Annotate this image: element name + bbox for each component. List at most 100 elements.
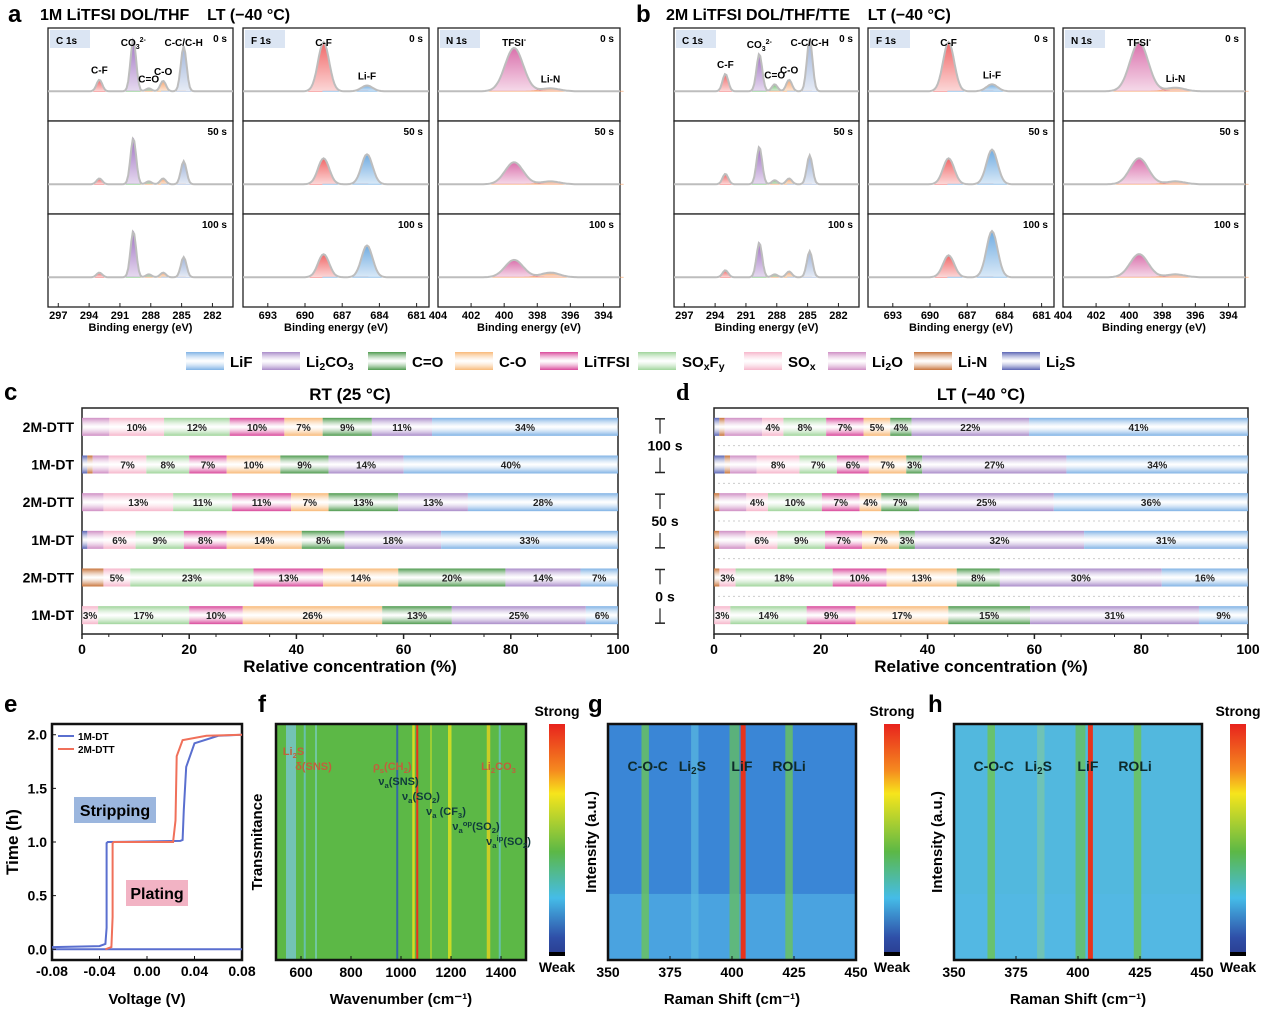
- row-label: 2M-DTT: [23, 570, 75, 586]
- bar-segment-soxfy: [130, 568, 254, 587]
- bar-segment-soxfy: [164, 417, 230, 436]
- colorbar-top-label: Strong: [1215, 703, 1260, 719]
- bar-row: 7% 8% 7% 10% 9% 14% 40%: [82, 455, 618, 474]
- bar-value-label: 6%: [846, 461, 861, 472]
- xps-peak-label: CO32-: [747, 39, 773, 53]
- bar-segment-c-o: [291, 493, 329, 512]
- xps-region-label: C 1s: [682, 36, 704, 47]
- bar-segment-li2co3: [914, 530, 1085, 549]
- xps-time-label: 0 s: [409, 34, 423, 45]
- x-tick-label: 690: [921, 310, 939, 322]
- bar-segment-litfsi: [189, 606, 243, 625]
- band-annotation: Li2S: [283, 746, 304, 760]
- band-label: Li2S: [1025, 758, 1052, 777]
- chart-title: LT (−40 °C): [937, 385, 1025, 404]
- xps-time-label: 50 s: [208, 127, 228, 138]
- xps-time-label: 0 s: [1225, 34, 1239, 45]
- band-label: LiF: [1077, 758, 1098, 774]
- bar-value-label: 41%: [1129, 423, 1149, 434]
- time-group-label: 100 s: [647, 438, 682, 454]
- band-annotation: Li2CO3: [481, 761, 516, 775]
- bar-segment-li2co3: [371, 417, 433, 436]
- bar-segment-lif: [1053, 493, 1248, 512]
- bar-segment-c=o: [382, 606, 452, 625]
- heatmap-band: [486, 724, 491, 960]
- xps-envelope: [438, 46, 620, 93]
- bar-segment-litfsi: [825, 530, 863, 549]
- panel-letter-c: c: [4, 379, 17, 406]
- bar-segment-sox: [719, 568, 736, 587]
- colorbar-end: [1230, 952, 1246, 956]
- bar-segment-litfsi: [229, 417, 285, 436]
- time-group-label: 50 s: [651, 513, 678, 529]
- x-tick-label: 282: [829, 310, 847, 322]
- band-annotation: νaop(SO2): [452, 819, 500, 835]
- panel-letter-h: h: [928, 691, 943, 718]
- x-axis-label: Relative concentration (%): [243, 657, 457, 676]
- xps-time-label: 0 s: [1034, 34, 1048, 45]
- band-annotation: νa(SNS): [378, 776, 419, 790]
- x-tick-label: 404: [1054, 310, 1073, 322]
- panel-a-title: 1M LiTFSI DOL/THF LT (−40 °C): [40, 7, 290, 24]
- bar-value-label: 10%: [206, 611, 226, 622]
- x-tick-label: 687: [958, 310, 976, 322]
- bar-value-label: 13%: [128, 498, 148, 509]
- x-tick-label: 600: [289, 964, 313, 980]
- bar-segment-li2o: [82, 493, 104, 512]
- xps-peak-label: C=O: [764, 70, 785, 81]
- heatmap-band: [448, 724, 452, 960]
- bar-segment-litfsi: [826, 417, 864, 436]
- colorbar-bottom-label: Weak: [874, 959, 911, 975]
- xps-region-label: F 1s: [876, 36, 896, 47]
- chart-title: RT (25 °C): [309, 385, 390, 404]
- bar-value-label: 25%: [509, 611, 529, 622]
- bar-value-label: 14%: [758, 611, 778, 622]
- xps-envelope: [243, 153, 429, 186]
- x-tick-label: 0.00: [133, 963, 160, 979]
- bar-value-label: 7%: [120, 461, 135, 472]
- x-axis-label: Binding energy (eV): [89, 322, 193, 334]
- xps-envelope: [674, 145, 859, 186]
- band-label: LiF: [731, 758, 752, 774]
- bar-value-label: 14%: [254, 536, 274, 547]
- bar-segment-lif: [441, 530, 618, 549]
- legend-label: Li-N: [958, 354, 987, 371]
- band-annotation: ρs(CH2): [373, 761, 412, 775]
- legend-label: C=O: [412, 354, 444, 371]
- x-tick-label: 285: [798, 310, 816, 322]
- row-label: 1M-DT: [31, 532, 74, 548]
- panel-letter-e: e: [4, 691, 17, 718]
- xps-time-label: 100 s: [1023, 220, 1048, 231]
- x-tick-label: -0.08: [36, 963, 68, 979]
- x-tick-label: 684: [995, 310, 1014, 322]
- xps-region-label: N 1s: [1071, 36, 1093, 47]
- bar-value-label: 7%: [836, 536, 851, 547]
- legend-label: Li2O: [872, 354, 903, 373]
- x-tick-label: 288: [142, 310, 160, 322]
- bar-segment-litfsi: [253, 568, 324, 587]
- x-tick-label: 394: [594, 310, 613, 322]
- x-tick-label: 291: [111, 310, 129, 322]
- bar-segment-c=o: [906, 455, 923, 474]
- xps-envelope: [243, 40, 429, 93]
- bar-segment-lif: [1161, 568, 1248, 587]
- xps-frame: [673, 120, 860, 215]
- xps-peak-label: C-O: [780, 66, 799, 77]
- panel-letter-a: a: [8, 1, 22, 28]
- legend-swatch: [828, 352, 866, 370]
- x-axis-label: Relative concentration (%): [874, 657, 1088, 676]
- xps-time-label: 0 s: [213, 34, 227, 45]
- bar-segment-li-n: [82, 568, 104, 587]
- x-tick-label: 285: [172, 310, 190, 322]
- heatmap-band: [1075, 724, 1086, 960]
- x-tick-label: 60: [396, 641, 412, 657]
- xps-subplot-f1s: 0 s F 1s C-F Li-F 50 s 100 s 693 690 687 684 681 Bi…: [242, 27, 430, 334]
- bar-segment-soxfy: [730, 606, 807, 625]
- x-tick-label: 375: [1004, 964, 1028, 980]
- bar-value-label: 33%: [520, 536, 540, 547]
- bar-value-label: 7%: [880, 461, 895, 472]
- legend-item-c=o: C=O: [368, 352, 444, 371]
- bar-value-label: 3%: [900, 536, 915, 547]
- bar-segment-lif: [432, 417, 618, 436]
